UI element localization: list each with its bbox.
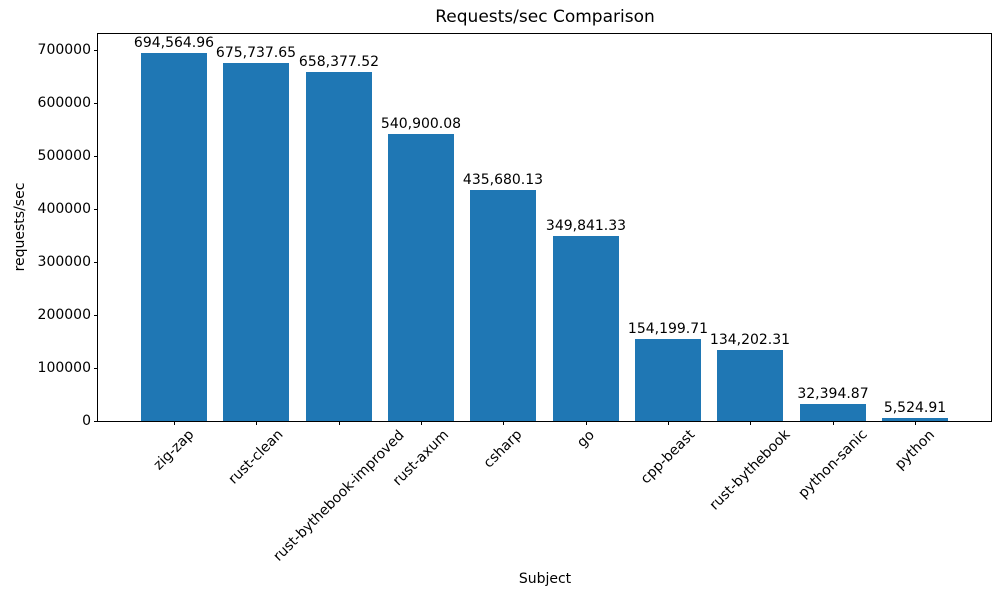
y-tick-mark [94, 50, 98, 51]
y-tick-label: 700000 [37, 42, 91, 58]
bar-value-label: 32,394.87 [797, 386, 869, 402]
x-tick-mark [750, 421, 751, 425]
bar [141, 53, 207, 421]
y-tick-label: 400000 [37, 201, 91, 217]
x-tick-label: rust-bythebook [706, 426, 794, 514]
x-tick-label: zig-zap [150, 426, 198, 474]
bar [223, 63, 289, 421]
bar-value-label: 694,564.96 [133, 35, 215, 51]
bar-value-label: 154,199.71 [627, 321, 709, 337]
x-tick-label: python-sanic [795, 426, 871, 502]
bar [800, 404, 866, 421]
y-tick-label: 0 [82, 413, 91, 429]
bar [635, 339, 701, 421]
bar-value-label: 675,737.65 [215, 45, 297, 61]
y-tick-mark [94, 315, 98, 316]
bar [306, 72, 372, 421]
x-tick-label: cpp-beast [637, 426, 699, 488]
x-axis-label: Subject [518, 571, 572, 587]
x-tick-mark [833, 421, 834, 425]
x-tick-mark [421, 421, 422, 425]
x-tick-mark [586, 421, 587, 425]
y-tick-label: 200000 [37, 307, 91, 323]
y-tick-label: 500000 [37, 148, 91, 164]
y-tick-mark [94, 103, 98, 104]
x-tick-mark [256, 421, 257, 425]
y-tick-label: 600000 [37, 95, 91, 111]
bar-value-label: 5,524.91 [883, 400, 947, 416]
y-tick-mark [94, 368, 98, 369]
bar-value-label: 658,377.52 [298, 54, 380, 70]
y-tick-mark [94, 156, 98, 157]
y-tick-label: 100000 [37, 360, 91, 376]
y-tick-mark [94, 421, 98, 422]
bar-value-label: 134,202.31 [709, 332, 791, 348]
x-tick-label: rust-clean [225, 426, 287, 488]
x-tick-mark [915, 421, 916, 425]
x-tick-mark [174, 421, 175, 425]
x-tick-mark [503, 421, 504, 425]
plot-area [97, 33, 992, 422]
bar [882, 418, 948, 421]
x-tick-label: python [892, 427, 938, 473]
y-tick-label: 300000 [37, 254, 91, 270]
chart-title: Requests/sec Comparison [435, 7, 655, 27]
x-tick-label: csharp [480, 426, 526, 472]
x-tick-label: go [574, 427, 598, 451]
bar-value-label: 540,900.08 [380, 116, 462, 132]
bar [717, 350, 783, 421]
x-tick-label: rust-bythebook-improved [270, 427, 408, 565]
y-tick-mark [94, 209, 98, 210]
y-tick-mark [94, 262, 98, 263]
x-tick-mark [339, 421, 340, 425]
bar-value-label: 435,680.13 [462, 172, 544, 188]
bar [470, 190, 536, 421]
bar-value-label: 349,841.33 [545, 218, 627, 234]
bar [553, 236, 619, 421]
bar [388, 134, 454, 421]
x-tick-mark [668, 421, 669, 425]
